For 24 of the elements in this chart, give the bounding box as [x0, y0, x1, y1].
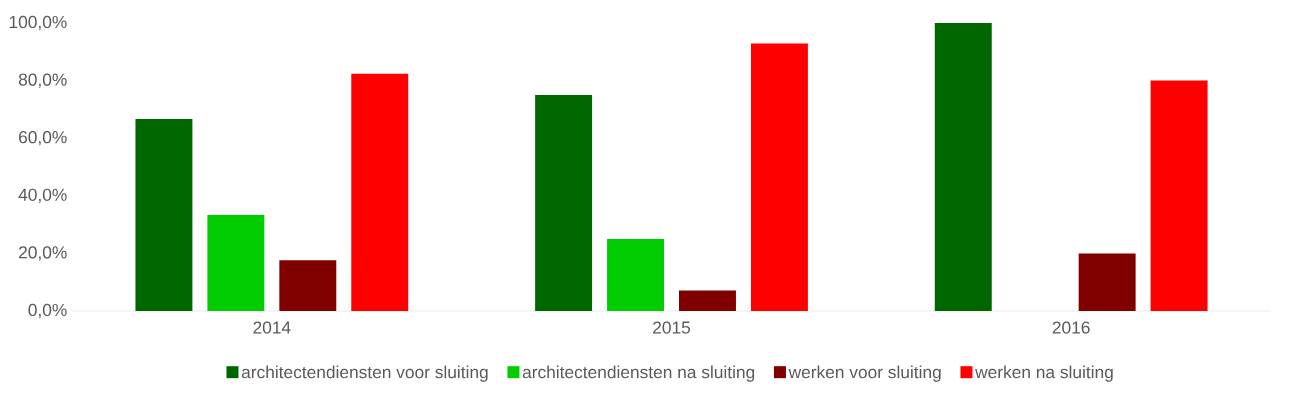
x-tick-label: 2014 — [253, 321, 291, 334]
y-tick-label: 60,0% — [19, 131, 67, 146]
y-tick-label: 0,0% — [28, 303, 67, 319]
y-tick-label: 20,0% — [19, 246, 67, 261]
bar — [135, 118, 193, 311]
bar — [934, 23, 992, 311]
bar — [279, 260, 337, 311]
legend-label: werken na sluiting — [975, 365, 1113, 382]
bar — [1078, 253, 1136, 311]
y-tick-label: 80,0% — [18, 73, 67, 88]
y-tick-label: 100,0% — [9, 15, 67, 31]
legend-label: architectendiensten voor sluiting — [241, 365, 488, 382]
x-tick-label: 2016 — [1052, 321, 1090, 334]
y-tick-label: 40,0% — [18, 188, 67, 203]
bar — [750, 43, 808, 311]
bar — [535, 95, 593, 311]
bar — [607, 239, 665, 311]
legend-label: werken voor sluiting — [788, 365, 941, 382]
bar — [679, 290, 736, 311]
bar — [351, 73, 409, 311]
bar — [1150, 80, 1208, 311]
bar — [207, 215, 265, 311]
x-tick-label: 2015 — [653, 321, 691, 334]
legend-label: architectendiensten na sluiting — [522, 365, 755, 382]
